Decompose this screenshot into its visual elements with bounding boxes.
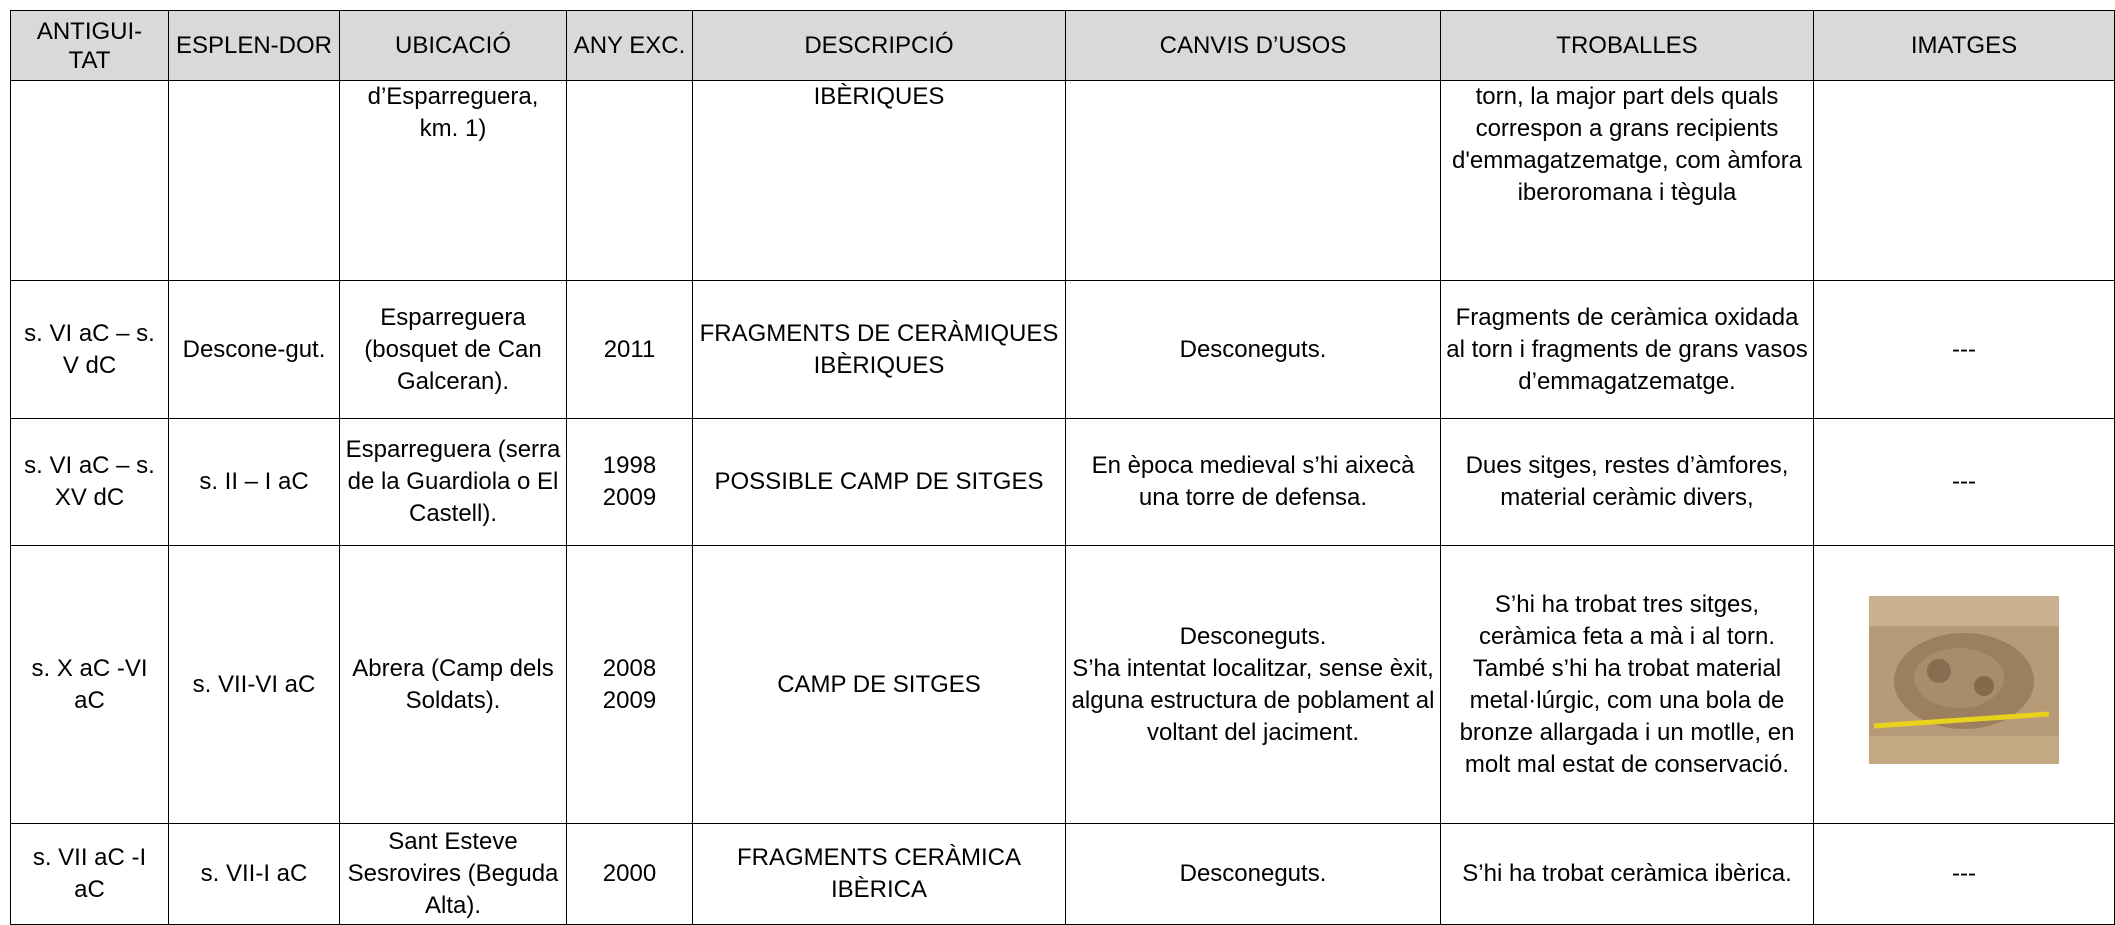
table-cell: d’Esparreguera, km. 1) (339, 80, 567, 281)
header-cell: ANTIGUI-TAT (10, 10, 169, 81)
heritage-table: ANTIGUI-TAT ESPLEN-DOR UBICACIÓ ANY EXC. DES… (10, 10, 2115, 925)
table-cell: --- (1813, 280, 2115, 419)
table-cell: S’hi ha trobat tres sitges, ceràmica fet… (1440, 545, 1814, 824)
table-cell: POSSIBLE CAMP DE SITGES (692, 418, 1066, 546)
table-cell: IBÈRIQUES (692, 80, 1066, 281)
table-cell: En època medieval s’hi aixecà una torre … (1065, 418, 1441, 546)
table-cell: S’hi ha trobat ceràmica ibèrica. (1440, 823, 1814, 925)
table-cell: FRAGMENTS DE CERÀMIQUES IBÈRIQUES (692, 280, 1066, 419)
table-cell: s. VI aC – s. XV dC (10, 418, 169, 546)
header-cell: TROBALLES (1440, 10, 1814, 81)
table-cell (10, 80, 169, 281)
table-cell: 2011 (566, 280, 693, 419)
table-cell: Esparreguera (bosquet de Can Galceran). (339, 280, 567, 419)
table-cell: Esparreguera (serra de la Guardiola o El… (339, 418, 567, 546)
table-cell (1813, 545, 2115, 824)
table-cell: torn, la major part dels quals correspon… (1440, 80, 1814, 281)
header-cell: ESPLEN-DOR (168, 10, 340, 81)
table-cell: s. X aC -VI aC (10, 545, 169, 824)
table-cell (1065, 80, 1441, 281)
table-row: s. VII aC -I aC s. VII-I aC Sant Esteve Se… (10, 823, 2115, 925)
table-cell: Fragments de ceràmica oxidada al torn i … (1440, 280, 1814, 419)
table-cell (1813, 80, 2115, 281)
table-row: s. VI aC – s. XV dC s. II – I aC Esparregu… (10, 418, 2115, 546)
header-cell: IMATGES (1813, 10, 2115, 81)
table-cell: Desconeguts. (1065, 823, 1441, 925)
table-row: s. VI aC – s. V dC Descone-gut. Esparregue… (10, 280, 2115, 419)
table-cell: Sant Esteve Sesrovires (Beguda Alta). (339, 823, 567, 925)
table-cell (168, 80, 340, 281)
table-cell: Desconeguts. S’ha intentat localitzar, s… (1065, 545, 1441, 824)
table-cell: s. II – I aC (168, 418, 340, 546)
table-cell: 2000 (566, 823, 693, 925)
table-cell: CAMP DE SITGES (692, 545, 1066, 824)
table-cell: Descone-gut. (168, 280, 340, 419)
header-cell: CANVIS D’USOS (1065, 10, 1441, 81)
header-cell: ANY EXC. (566, 10, 693, 81)
table-cell: s. VII-VI aC (168, 545, 340, 824)
site-photo (1869, 596, 2059, 764)
table-cell: s. VI aC – s. V dC (10, 280, 169, 419)
table-cell: 1998 2009 (566, 418, 693, 546)
table-cell: Abrera (Camp dels Soldats). (339, 545, 567, 824)
table-row: s. X aC -VI aC s. VII-VI aC Abrera (Camp d… (10, 545, 2115, 824)
header-cell: DESCRIPCIÓ (692, 10, 1066, 81)
table-cell: FRAGMENTS CERÀMICA IBÈRICA (692, 823, 1066, 925)
table-cell: --- (1813, 418, 2115, 546)
table-cell: s. VII aC -I aC (10, 823, 169, 925)
table-cell: --- (1813, 823, 2115, 925)
table-cell (566, 80, 693, 281)
table-cell: Dues sitges, restes d’àmfores, material … (1440, 418, 1814, 546)
table-row: d’Esparreguera, km. 1) IBÈRIQUES torn, la … (10, 80, 2115, 281)
header-row: ANTIGUI-TAT ESPLEN-DOR UBICACIÓ ANY EXC. DES… (10, 10, 2115, 81)
table-cell: s. VII-I aC (168, 823, 340, 925)
table-cell: Desconeguts. (1065, 280, 1441, 419)
table-cell: 2008 2009 (566, 545, 693, 824)
header-cell: UBICACIÓ (339, 10, 567, 81)
